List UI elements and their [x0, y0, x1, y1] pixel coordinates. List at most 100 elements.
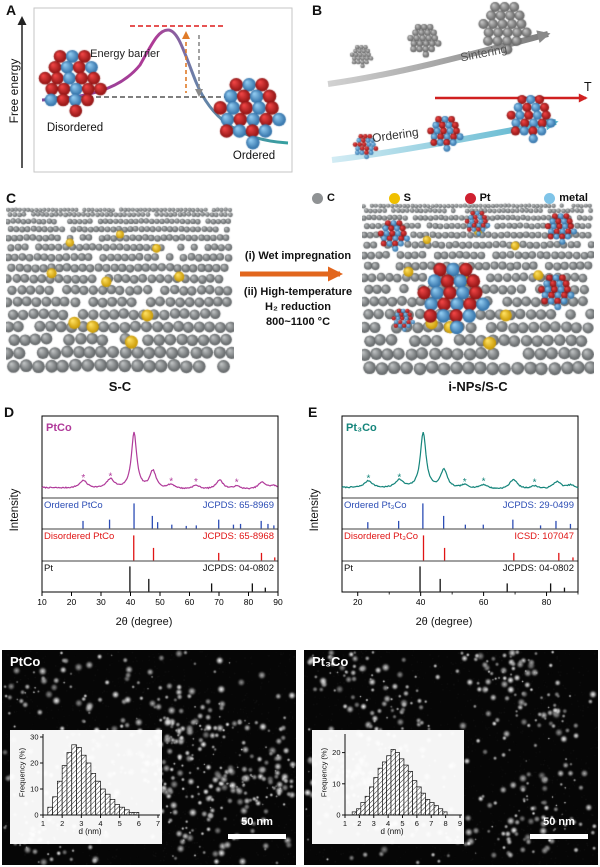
svg-text:1: 1	[41, 819, 45, 828]
xrd-pt3co-svg: * * * * * 20 40 60 80	[341, 415, 579, 607]
svg-text:6: 6	[415, 819, 419, 828]
svg-text:20: 20	[332, 748, 340, 757]
ref-row-label-disordered: Disordered PtCo	[44, 531, 115, 542]
ref-row-label-pt: Pt	[44, 563, 53, 574]
carbon-sheet-left-canvas	[6, 204, 234, 374]
svg-text:*: *	[482, 477, 486, 488]
s-atom-icon	[388, 192, 400, 204]
step-temperature-range: 800~1100 °C	[265, 316, 331, 328]
sample-label-ptco: PtCo	[46, 422, 72, 434]
legend-item-pt: Pt	[464, 192, 491, 204]
svg-text:0: 0	[336, 811, 340, 820]
svg-text:80: 80	[542, 597, 552, 607]
svg-text:*: *	[108, 471, 112, 482]
panel-e: E Intensity * * * * * 20 40 60 80 Pt₃Co Ordered …	[300, 404, 600, 650]
legend-label-pt: Pt	[479, 192, 491, 204]
svg-text:2: 2	[60, 819, 64, 828]
panel-a: A Free energy Energy barrier Disordered …	[0, 0, 300, 188]
hist-pt3co-svg: 0 10 20 1 2 3 4 5 6 7 8 9	[332, 734, 462, 828]
hist-ylabel: Frequency (%)	[17, 747, 27, 798]
tem-label-ptco: PtCo	[10, 654, 41, 669]
panel-a-clusters-canvas	[0, 0, 300, 188]
panel-b-clusters-canvas	[300, 0, 600, 188]
panel-e-label: E	[308, 404, 318, 420]
svg-text:*: *	[366, 474, 370, 485]
scale-bar	[228, 834, 286, 839]
svg-text:30: 30	[96, 597, 106, 607]
svg-text:90: 90	[273, 597, 283, 607]
legend-item-s: S	[388, 192, 411, 204]
ref-row-label-disordered: Disordered Pt₃Co	[344, 531, 419, 542]
legend-item-c: C	[312, 192, 335, 204]
panel-b: B Sintering T Ordering	[300, 0, 600, 188]
svg-text:7: 7	[156, 819, 160, 828]
svg-text:4: 4	[386, 819, 390, 828]
panel-g: Pt₃Co 0 10 20 1 2 3 4 5 6 7 8 9 Frequency (%) d (nm…	[304, 650, 598, 865]
svg-text:0: 0	[34, 811, 38, 820]
step-h2-reduction: H₂ reduction	[265, 301, 331, 313]
step-high-temperature: (ii) High-temperature	[243, 286, 353, 298]
ordered-label: Ordered	[232, 150, 276, 162]
svg-text:40: 40	[416, 597, 426, 607]
svg-text:7: 7	[429, 819, 433, 828]
svg-text:5: 5	[400, 819, 404, 828]
svg-text:*: *	[235, 478, 239, 489]
svg-text:4: 4	[98, 819, 102, 828]
tem-label-pt3co: Pt₃Co	[312, 654, 349, 669]
panel-e-xlabel: 2θ (degree)	[415, 616, 473, 628]
panel-c-label: C	[6, 190, 17, 206]
panel-e-ylabel: Intensity	[309, 488, 321, 532]
svg-text:10: 10	[37, 597, 47, 607]
legend-label-c: C	[327, 192, 335, 204]
svg-text:50: 50	[155, 597, 165, 607]
ref-row-label-ordered: Ordered PtCo	[44, 500, 103, 511]
ref-row-label-pt: Pt	[344, 563, 353, 574]
svg-text:5: 5	[118, 819, 122, 828]
scale-bar-label: 50 nm	[543, 816, 575, 828]
scale-bar-label: 50 nm	[241, 816, 273, 828]
xrd-ptco-svg: * * * * * 10 20 30 40 50 60 70 80 90	[37, 415, 283, 607]
energy-barrier-label: Energy barrier	[90, 48, 160, 60]
svg-text:2: 2	[357, 819, 361, 828]
hist-ptco-svg: 0 10 20 30 1 2 3 4 5 6 7	[30, 733, 160, 829]
svg-text:6: 6	[137, 819, 141, 828]
panel-c: C C S Pt metal (i) Wet impregnation (ii)…	[0, 188, 600, 403]
step-wet-impregnation: (i) Wet impregnation	[244, 250, 352, 262]
disordered-label: Disordered	[46, 122, 104, 134]
svg-text:*: *	[463, 477, 467, 488]
svg-text:60: 60	[479, 597, 489, 607]
svg-text:10: 10	[332, 779, 340, 788]
panel-f: PtCo 0 10 20 30 1 2 3 4 5 6 7 Frequency (%) d (nm)…	[2, 650, 296, 865]
svg-text:60: 60	[185, 597, 195, 607]
svg-text:9: 9	[458, 819, 462, 828]
svg-text:*: *	[533, 478, 537, 489]
caption-sc: S-C	[108, 379, 132, 394]
svg-text:20: 20	[67, 597, 77, 607]
hist-ylabel: Frequency (%)	[319, 747, 329, 798]
panel-d-xlabel: 2θ (degree)	[115, 616, 173, 628]
ref-row-id-disordered: ICSD: 107047	[514, 531, 574, 542]
ref-row-id-pt: JCPDS: 04-0802	[202, 563, 274, 574]
metal-atom-icon	[544, 192, 556, 204]
svg-text:70: 70	[214, 597, 224, 607]
ref-row-id-ordered: JCPDS: 65-8969	[202, 500, 274, 511]
svg-text:80: 80	[244, 597, 254, 607]
svg-text:3: 3	[79, 819, 83, 828]
hist-xlabel: d (nm)	[380, 827, 404, 836]
histogram-ptco-inset: 0 10 20 30 1 2 3 4 5 6 7 Frequency (%) d (nm)	[10, 730, 162, 844]
ref-row-id-pt: JCPDS: 04-0802	[502, 563, 574, 574]
pt-atom-icon	[464, 192, 476, 204]
sample-label-pt3co: Pt₃Co	[346, 422, 377, 434]
carbon-sheet-right-canvas	[362, 200, 594, 376]
svg-text:*: *	[169, 477, 173, 488]
svg-text:3: 3	[372, 819, 376, 828]
svg-text:10: 10	[30, 785, 38, 794]
scale-bar	[530, 834, 588, 839]
process-steps: (i) Wet impregnation (ii) High-temperatu…	[236, 250, 360, 328]
svg-text:*: *	[194, 477, 198, 488]
panel-d-label: D	[4, 404, 15, 420]
ref-row-id-ordered: JCPDS: 29-0499	[502, 500, 574, 511]
panel-d-ylabel: Intensity	[9, 488, 21, 532]
ref-row-id-disordered: JCPDS: 65-8968	[202, 531, 274, 542]
svg-text:20: 20	[353, 597, 363, 607]
